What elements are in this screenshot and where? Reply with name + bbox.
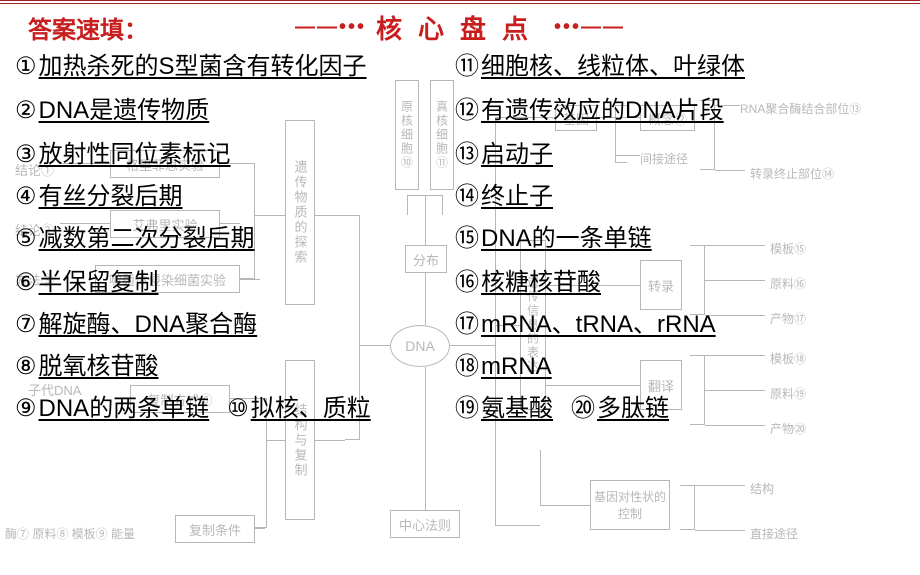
answer-1: ①加热杀死的S型菌含有转化因子: [15, 55, 415, 79]
answer-row-19-20: ⑲氨基酸 ⑳多肽链: [455, 397, 905, 434]
answer-16: ⑯核糖核苷酸: [455, 271, 905, 295]
answer-10: ⑩拟核、质粒: [227, 397, 371, 421]
dots-left: ——•••: [295, 16, 366, 39]
header-title: 答案速填：: [28, 10, 148, 45]
answers-overlay: ①加热杀死的S型菌含有转化因子 ②DNA是遗传物质 ③放射性同位素标记 ④有丝分…: [15, 55, 915, 575]
answer-6: ⑥半保留复制: [15, 271, 415, 295]
answer-row-9-10: ⑨DNA的两条单链 ⑩拟核、质粒: [15, 397, 415, 434]
answer-15: ⑮DNA的一条单链: [455, 227, 905, 251]
dots-right: •••——: [554, 16, 625, 39]
answer-7: ⑦解旋酶、DNA聚合酶: [15, 313, 415, 337]
answer-19: ⑲氨基酸: [455, 397, 553, 421]
answers-right-column: ⑪细胞核、线粒体、叶绿体 ⑫有遗传效应的DNA片段 ⑬启动子 ⑭终止子 ⑮DNA…: [455, 55, 905, 434]
center-text: 核心盘点: [376, 9, 544, 46]
answers-left-column: ①加热杀死的S型菌含有转化因子 ②DNA是遗传物质 ③放射性同位素标记 ④有丝分…: [15, 55, 415, 434]
answer-11: ⑪细胞核、线粒体、叶绿体: [455, 55, 905, 79]
answer-8: ⑧脱氧核苷酸: [15, 355, 415, 379]
answer-9: ⑨DNA的两条单链: [15, 397, 209, 421]
answer-5: ⑤减数第二次分裂后期: [15, 227, 415, 251]
header: 答案速填： ——••• 核心盘点 •••——: [0, 0, 920, 50]
answer-14: ⑭终止子: [455, 185, 905, 209]
answer-2: ②DNA是遗传物质: [15, 99, 415, 123]
answer-13: ⑬启动子: [455, 143, 905, 167]
header-center: ——••• 核心盘点 •••——: [285, 9, 635, 46]
answer-4: ④有丝分裂后期: [15, 185, 415, 209]
answer-18: ⑱mRNA: [455, 355, 905, 379]
answer-12: ⑫有遗传效应的DNA片段: [455, 99, 905, 123]
answer-17: ⑰mRNA、tRNA、rRNA: [455, 313, 905, 337]
answer-3: ③放射性同位素标记: [15, 143, 415, 167]
answer-20: ⑳多肽链: [571, 397, 669, 421]
